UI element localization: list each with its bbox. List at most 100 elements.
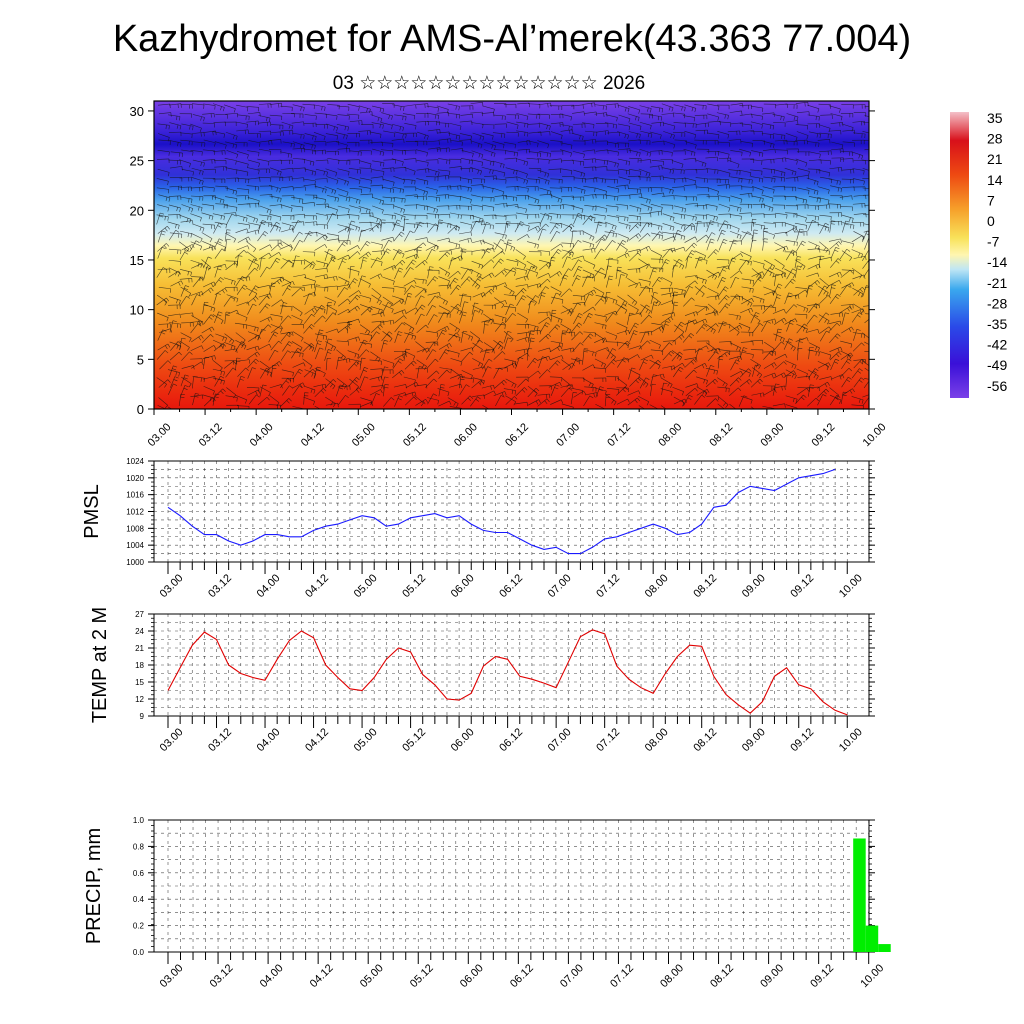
wind-barb bbox=[840, 113, 854, 118]
wind-barb bbox=[852, 139, 865, 145]
wind-barb bbox=[338, 258, 347, 270]
wind-barb bbox=[652, 276, 663, 288]
wind-barb bbox=[673, 122, 686, 128]
wind-barb bbox=[450, 358, 463, 366]
wind-barb bbox=[425, 330, 439, 337]
wind-barb bbox=[605, 178, 618, 184]
wind-barb bbox=[292, 362, 306, 368]
wind-barb bbox=[202, 113, 215, 118]
wind-barb bbox=[604, 240, 616, 251]
wind-barb bbox=[752, 323, 764, 334]
wind-barb bbox=[280, 331, 292, 342]
wind-barb bbox=[225, 286, 238, 292]
wind-barb bbox=[616, 252, 630, 259]
wind-barb bbox=[683, 297, 695, 307]
wind-barb bbox=[414, 221, 424, 233]
wind-barb bbox=[695, 285, 707, 296]
wind-barb bbox=[672, 246, 686, 252]
wind-barb bbox=[259, 316, 273, 323]
wind-barb bbox=[439, 267, 451, 277]
wind-barb bbox=[583, 395, 594, 407]
wind-barb bbox=[629, 322, 639, 334]
wind-barb bbox=[503, 242, 516, 252]
wind-barb bbox=[326, 213, 337, 225]
wind-barb bbox=[527, 358, 538, 368]
wind-barb bbox=[853, 359, 866, 369]
wind-barb bbox=[347, 228, 355, 241]
wind-barb bbox=[550, 150, 564, 156]
wind-barb bbox=[427, 295, 439, 306]
wind-barb bbox=[785, 140, 798, 146]
wind-barb bbox=[727, 130, 741, 136]
wind-barb bbox=[818, 124, 831, 133]
wind-barb bbox=[248, 132, 262, 138]
wind-barb bbox=[604, 221, 617, 231]
wind-barb bbox=[673, 230, 682, 242]
wind-barb bbox=[740, 341, 754, 346]
wind-barb bbox=[783, 186, 797, 192]
wind-barb bbox=[471, 150, 484, 159]
wind-barb bbox=[661, 195, 675, 200]
wind-barb bbox=[638, 168, 651, 177]
wind-barb bbox=[548, 360, 561, 370]
wind-barb bbox=[672, 132, 686, 137]
wind-barb bbox=[806, 214, 819, 221]
wind-barb bbox=[637, 245, 651, 252]
wind-barb bbox=[807, 397, 819, 407]
wind-barb bbox=[269, 213, 282, 221]
wind-barb bbox=[863, 139, 869, 141]
wind-barb bbox=[235, 142, 248, 147]
wind-barb bbox=[470, 396, 481, 407]
wind-barb bbox=[606, 275, 614, 288]
wind-barb bbox=[234, 249, 247, 259]
wind-barb bbox=[304, 215, 317, 220]
wind-barb bbox=[582, 275, 592, 287]
wind-barb bbox=[526, 348, 533, 361]
wind-barb bbox=[617, 295, 628, 306]
wind-barb bbox=[459, 311, 467, 324]
wind-barb bbox=[224, 141, 238, 149]
wind-barb bbox=[751, 392, 765, 398]
wind-barb bbox=[494, 297, 505, 309]
wind-barb bbox=[190, 213, 202, 222]
wind-barb bbox=[493, 323, 506, 330]
wind-barb bbox=[515, 284, 529, 289]
wind-barb bbox=[292, 368, 303, 380]
wind-barb bbox=[752, 367, 763, 379]
wind-barb bbox=[258, 121, 271, 127]
precip-panel-x-tick-label: 09.00 bbox=[758, 962, 786, 990]
wind-barb bbox=[629, 122, 642, 131]
wind-barb bbox=[526, 213, 540, 219]
wind-barb bbox=[717, 131, 730, 139]
wind-barb bbox=[851, 308, 865, 314]
wind-barb bbox=[785, 103, 798, 109]
wind-barb bbox=[392, 298, 405, 307]
wind-barb bbox=[830, 312, 844, 318]
wind-barb bbox=[685, 387, 698, 397]
wind-barb bbox=[492, 250, 505, 259]
wind-barb bbox=[304, 293, 313, 306]
wind-barb bbox=[360, 401, 374, 407]
wind-barb bbox=[428, 147, 441, 152]
wind-barb bbox=[257, 231, 269, 242]
wind-barb bbox=[380, 122, 393, 130]
wind-barb bbox=[282, 341, 293, 352]
wind-barb bbox=[695, 177, 708, 183]
wind-barb bbox=[470, 194, 484, 202]
wind-barb bbox=[157, 225, 170, 234]
heat-x-tick-label: 09.12 bbox=[810, 421, 838, 449]
wind-barb bbox=[650, 267, 664, 273]
wind-barb bbox=[482, 390, 496, 397]
wind-barb bbox=[820, 114, 833, 119]
wind-barb bbox=[314, 333, 328, 341]
wind-barb bbox=[639, 222, 651, 233]
wind-barb bbox=[649, 383, 657, 397]
wind-barb bbox=[191, 335, 204, 343]
wind-barb bbox=[260, 367, 271, 379]
wind-barb bbox=[694, 363, 708, 370]
wind-barb bbox=[786, 113, 799, 121]
wind-barb bbox=[718, 220, 729, 232]
wind-barb bbox=[359, 177, 372, 185]
wind-barb bbox=[773, 169, 786, 177]
wind-barb bbox=[662, 312, 676, 318]
